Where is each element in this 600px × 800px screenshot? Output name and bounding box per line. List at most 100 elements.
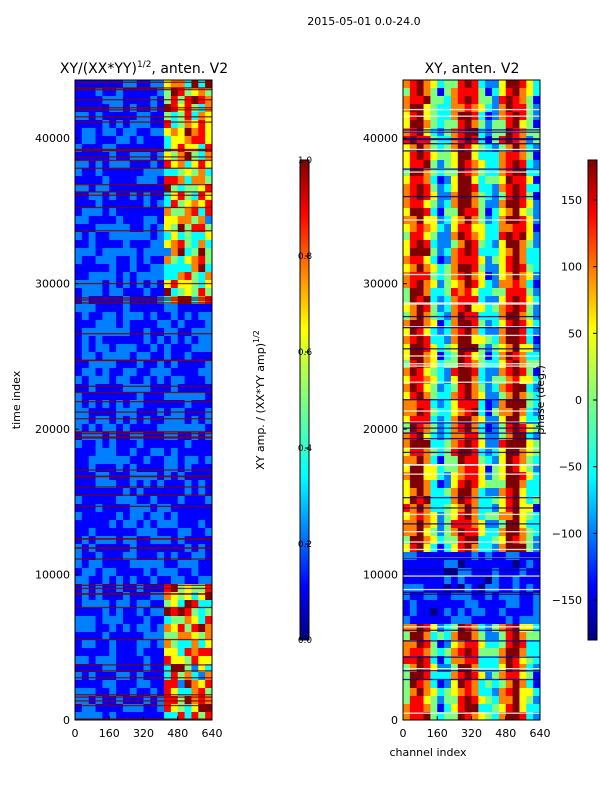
hm-left-cell — [143, 240, 151, 249]
hm-right-cell — [409, 512, 418, 521]
hm-left-cell — [150, 136, 158, 145]
hm-right-cell — [485, 560, 493, 569]
hm-right-cell — [430, 592, 438, 601]
hm-right-cell — [526, 416, 534, 425]
hm-left-cell — [143, 608, 151, 617]
hm-right-cell — [478, 232, 486, 241]
hm-left-cell — [116, 440, 124, 449]
hm-right-cell — [464, 544, 472, 553]
hm-right-cell — [430, 144, 438, 153]
hm-right-cell — [526, 640, 534, 649]
hm-right-cell — [403, 232, 411, 241]
hm-left-cell — [129, 136, 138, 145]
hm-right-cell — [526, 176, 534, 185]
hm-left-cell — [136, 400, 144, 409]
hm-left-cell — [88, 416, 96, 425]
y-tick-label: 30000 — [363, 278, 398, 291]
hm-right-cell — [444, 560, 452, 569]
hm-right-cell — [512, 184, 520, 193]
hm-right-cell — [423, 672, 431, 681]
hm-right-cell — [437, 696, 445, 705]
hm-right-cell — [485, 704, 493, 713]
hm-left-cell — [116, 320, 124, 329]
hm-right-cell — [478, 544, 486, 553]
hm-left-cell — [150, 648, 158, 657]
hm-left-cell — [205, 128, 213, 137]
hm-right-cell — [478, 688, 486, 697]
hm-left-cell — [136, 160, 144, 169]
hm-left-cell — [177, 696, 185, 705]
hm-right-cell — [485, 576, 493, 585]
hm-left-cell — [109, 368, 117, 377]
hm-right-cell — [533, 416, 541, 425]
hm-left-cell — [109, 264, 117, 273]
hm-right-cell — [457, 552, 466, 561]
hm-left-cell — [129, 536, 138, 545]
hm-left-streak — [75, 109, 212, 111]
hm-right-cell — [526, 536, 534, 545]
hm-left-cell — [191, 560, 199, 569]
hm-right-cell — [526, 240, 534, 249]
hm-left-cell — [157, 680, 165, 689]
hm-right-cell — [450, 592, 459, 601]
hm-left-cell — [102, 88, 110, 97]
hm-right-cell — [498, 152, 507, 161]
hm-right-cell — [512, 632, 520, 641]
hm-left-cell — [122, 616, 131, 625]
hm-left-cell — [81, 200, 90, 209]
hm-right-cell — [492, 376, 500, 385]
hm-left-cell — [143, 208, 151, 217]
hm-left-cell — [75, 384, 83, 393]
y-tick-label: 0 — [391, 714, 398, 727]
hm-left-cell — [157, 464, 165, 473]
hm-left-cell — [95, 192, 103, 201]
hm-left-cell — [191, 168, 199, 177]
hm-left-cell — [198, 368, 206, 377]
hm-left-cell — [136, 336, 144, 345]
hm-left-cell — [191, 664, 199, 673]
hm-left-cell — [88, 376, 96, 385]
hm-left-cell — [157, 312, 165, 321]
hm-right-cell — [526, 320, 534, 329]
hm-right-cell — [519, 456, 527, 465]
hm-right-cell — [444, 696, 452, 705]
hm-right-cell — [457, 272, 466, 281]
hm-right-cell — [478, 680, 486, 689]
hm-right-cell — [416, 304, 424, 313]
hm-left-cell — [88, 552, 96, 561]
hm-right-cell — [471, 280, 479, 289]
hm-left-cell — [205, 216, 213, 225]
hm-left-cell — [122, 376, 131, 385]
hm-right-cell — [464, 160, 472, 169]
hm-left-cell — [88, 136, 96, 145]
hm-right-cell — [450, 120, 459, 129]
hm-right-cell — [409, 224, 418, 233]
hm-left-cell — [88, 672, 96, 681]
hm-right-cell — [526, 384, 534, 393]
hm-right-cell — [437, 648, 445, 657]
hm-right-cell — [533, 200, 541, 209]
hm-right-cell — [498, 328, 507, 337]
hm-right-cell — [430, 184, 438, 193]
hm-left-cell — [129, 376, 138, 385]
hm-left-cell — [170, 264, 179, 273]
hm-right-cell — [498, 568, 507, 577]
hm-left-cell — [150, 384, 158, 393]
hm-right-cell — [409, 320, 418, 329]
hm-right-cell — [498, 536, 507, 545]
hm-left-cell — [143, 664, 151, 673]
hm-left-cell — [177, 480, 185, 489]
hm-left-cell — [95, 520, 103, 529]
hm-right-cell — [485, 248, 493, 257]
hm-right-cell — [437, 328, 445, 337]
hm-left-cell — [81, 688, 90, 697]
hm-right-cell — [423, 232, 431, 241]
hm-right-cell — [526, 432, 534, 441]
hm-left-cell — [129, 152, 138, 161]
hm-left-cell — [184, 216, 192, 225]
hm-left-cell — [177, 216, 185, 225]
hm-right-cell — [457, 120, 466, 129]
hm-right-cell — [478, 408, 486, 417]
hm-left-cell — [75, 336, 83, 345]
hm-left-cell — [75, 256, 83, 265]
